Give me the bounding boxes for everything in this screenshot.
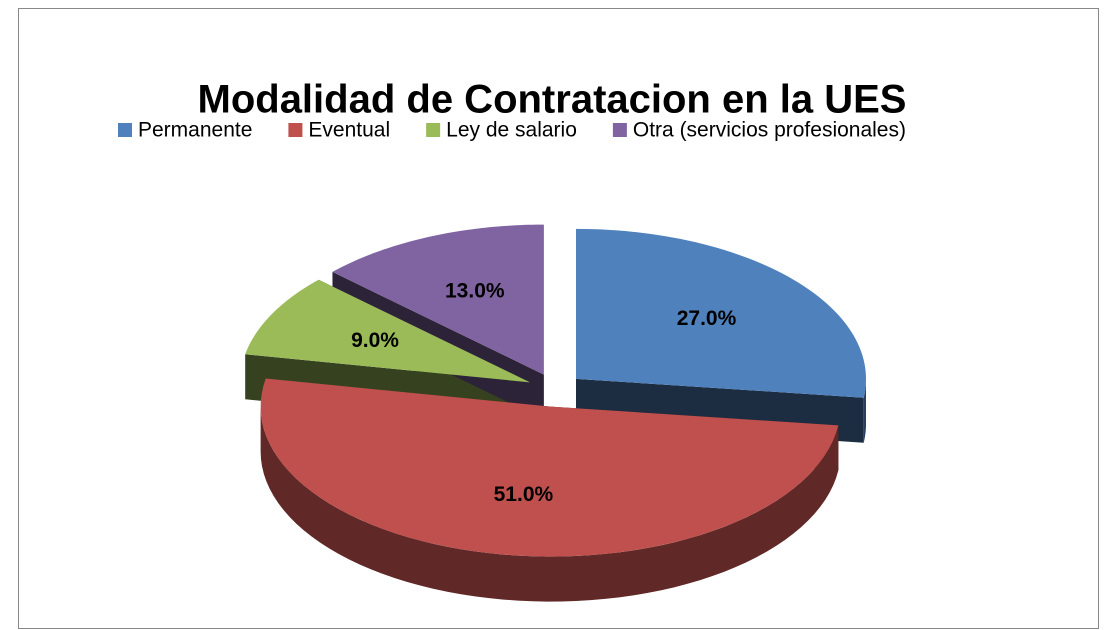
legend-swatch xyxy=(118,123,132,137)
chart-title: Modalidad de Contratacion en la UES xyxy=(198,78,907,122)
pie-slice xyxy=(332,224,544,375)
data-label: 13.0% xyxy=(445,280,505,303)
pie-tops xyxy=(245,224,866,557)
legend-label: Otra (servicios profesionales) xyxy=(633,119,906,142)
slice-side xyxy=(863,378,867,443)
legend-swatch xyxy=(426,123,441,137)
data-labels: 27.0% 51.0% 9.0% 13.0% xyxy=(351,280,737,507)
data-label: 9.0% xyxy=(351,329,399,352)
data-label: 27.0% xyxy=(677,307,737,330)
pie-slice xyxy=(245,279,531,383)
legend-label: Ley de salario xyxy=(446,119,577,142)
legend-label: Eventual xyxy=(308,119,390,142)
legend: Permanente Eventual Ley de salario Otra (se… xyxy=(118,119,906,142)
data-label: 51.0% xyxy=(494,483,554,506)
pie-slice xyxy=(576,228,866,398)
legend-swatch xyxy=(612,123,627,137)
slice-side xyxy=(260,406,839,602)
legend-label: Permanente xyxy=(138,119,252,142)
legend-swatch xyxy=(288,123,303,137)
pie-slice xyxy=(260,378,839,557)
